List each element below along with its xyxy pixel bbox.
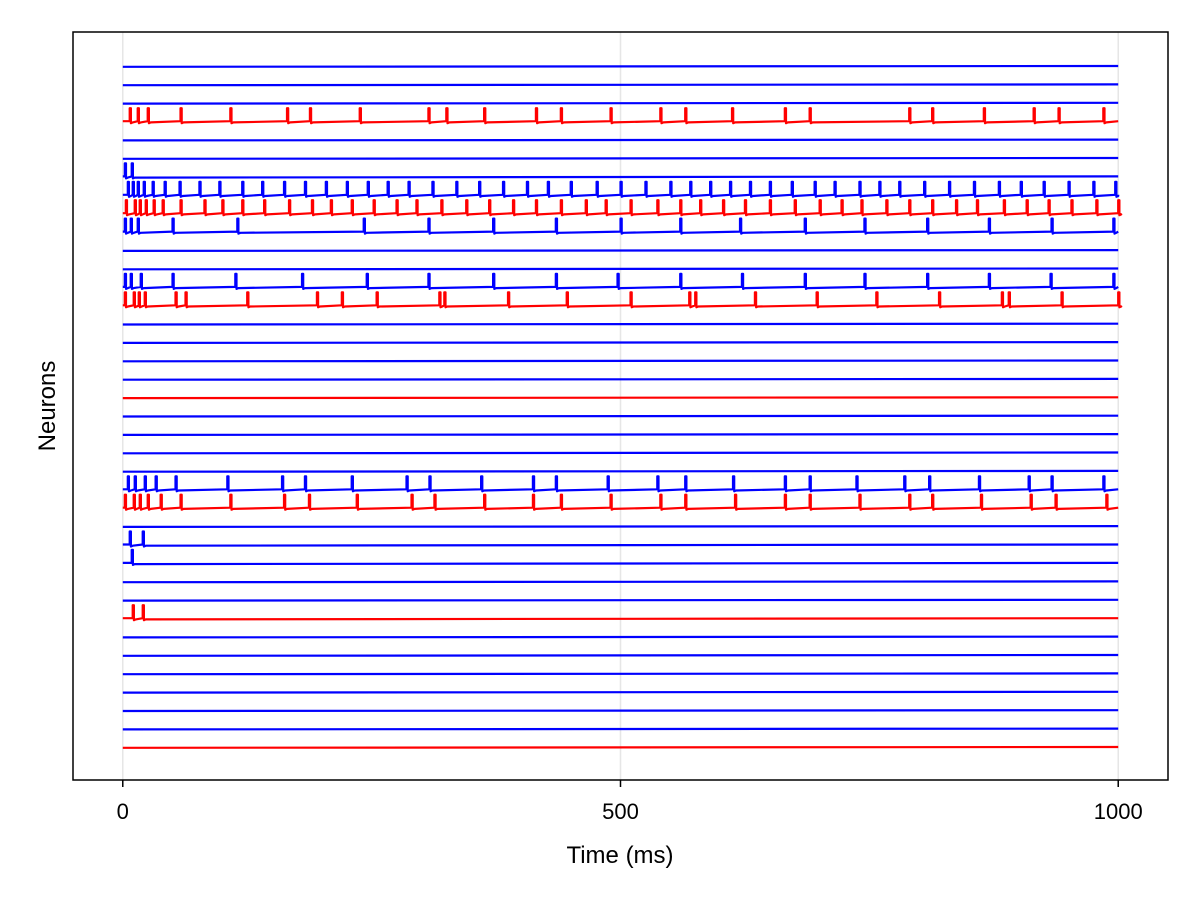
neuron-trace-32 — [122, 635, 1119, 639]
neuron-trace-18 — [122, 377, 1119, 381]
neuron-trace-17 — [122, 359, 1119, 363]
neuron-trace-13 — [122, 272, 1119, 290]
x-axis: 0 500 1000 — [117, 780, 1143, 824]
x-axis-label: Time (ms) — [566, 842, 673, 869]
neuron-trace-24 — [122, 475, 1119, 493]
neuron-trace-29 — [122, 580, 1119, 584]
neuron-trace-35 — [122, 690, 1119, 694]
neuron-trace-14 — [122, 291, 1123, 309]
neuron-trace-26 — [122, 525, 1119, 528]
neuron-trace-31 — [122, 604, 1119, 622]
neuron-trace-37 — [122, 727, 1119, 731]
neuron-trace-30 — [122, 598, 1119, 602]
neuron-trace-33 — [122, 653, 1119, 657]
neuron-trace-5 — [122, 138, 1119, 142]
neuron-trace-12 — [122, 267, 1119, 271]
neuron-trace-27 — [122, 530, 1119, 548]
x-tick-label-1000: 1000 — [1094, 799, 1143, 824]
y-axis-label: Neurons — [34, 361, 61, 452]
neuron-trace-25 — [122, 493, 1119, 511]
neuron-trace-20 — [122, 414, 1119, 418]
neuron-traces — [122, 64, 1123, 749]
neuron-trace-19 — [122, 396, 1119, 400]
neuron-trace-15 — [122, 322, 1119, 326]
neuron-trace-38 — [122, 745, 1119, 749]
neuron-trace-4 — [122, 107, 1119, 125]
neuron-trace-23 — [122, 469, 1119, 473]
neuron-trace-21 — [122, 433, 1119, 436]
neuron-trace-2 — [122, 83, 1119, 87]
neuron-trace-28 — [122, 548, 1119, 566]
neuron-trace-22 — [122, 451, 1119, 455]
neuron-trace-8 — [122, 180, 1120, 198]
neuron-trace-9 — [122, 199, 1123, 217]
x-tick-label-0: 0 — [117, 799, 129, 824]
neuron-trace-7 — [122, 162, 1119, 180]
neuron-trace-11 — [122, 249, 1119, 252]
x-tick-label-500: 500 — [602, 799, 639, 824]
neuron-trace-36 — [122, 709, 1119, 713]
grid-lines — [122, 32, 1119, 780]
neuron-trace-6 — [122, 156, 1119, 160]
neuron-trace-16 — [122, 341, 1119, 344]
neuron-trace-10 — [122, 217, 1119, 235]
neuron-trace-34 — [122, 672, 1119, 676]
neuron-trace-1 — [122, 64, 1119, 68]
neuron-trace-3 — [122, 101, 1119, 105]
